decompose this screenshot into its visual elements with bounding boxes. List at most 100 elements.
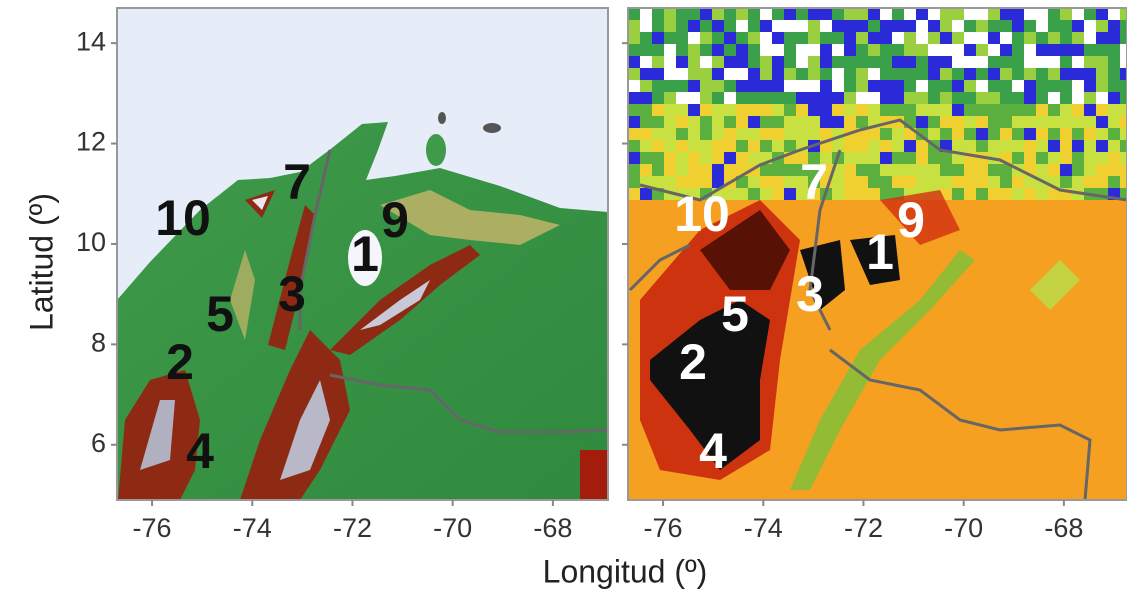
map-cell (988, 188, 1000, 200)
map-cell (916, 176, 928, 188)
map-cell (952, 20, 964, 32)
map-cell (856, 80, 868, 92)
map-cell (928, 116, 940, 128)
map-cell (796, 32, 808, 44)
map-cell (1108, 164, 1120, 176)
map-cell (1096, 32, 1108, 44)
map-cell (868, 20, 880, 32)
map-cell (1096, 152, 1108, 164)
map-cell (1024, 8, 1036, 20)
map-cell (652, 164, 664, 176)
map-cell (1072, 176, 1084, 188)
map-cell (1120, 128, 1127, 140)
map-cell (688, 164, 700, 176)
map-cell (736, 68, 748, 80)
map-cell (964, 80, 976, 92)
map-cell (1000, 116, 1012, 128)
map-cell (1108, 44, 1120, 56)
map-cell (1060, 80, 1072, 92)
map-cell (724, 32, 736, 44)
map-cell (1036, 68, 1048, 80)
map-cell (1000, 68, 1012, 80)
map-cell (676, 32, 688, 44)
map-cell (760, 8, 772, 20)
map-cell (1024, 104, 1036, 116)
map-cell (748, 188, 760, 200)
map-cell (988, 140, 1000, 152)
map-cell (928, 92, 940, 104)
x-tick-label: -70 (944, 513, 983, 543)
map-cell (916, 20, 928, 32)
map-cell (820, 32, 832, 44)
map-cell (628, 128, 640, 140)
map-cell (700, 116, 712, 128)
map-cell (712, 104, 724, 116)
map-cell (724, 44, 736, 56)
map-cell (748, 140, 760, 152)
map-cell (724, 92, 736, 104)
map-cell (940, 92, 952, 104)
map-cell (1024, 128, 1036, 140)
map-cell (724, 116, 736, 128)
map-cell (880, 80, 892, 92)
map-cell (772, 44, 784, 56)
map-cell (676, 116, 688, 128)
map-cell (664, 32, 676, 44)
map-cell (952, 44, 964, 56)
map-cell (796, 8, 808, 20)
map-cell (760, 20, 772, 32)
map-cell (928, 152, 940, 164)
region-label: 4 (699, 423, 727, 479)
map-cell (940, 68, 952, 80)
map-cell (772, 176, 784, 188)
map-cell (652, 128, 664, 140)
map-cell (892, 140, 904, 152)
map-cell (1096, 116, 1108, 128)
map-cell (1120, 116, 1127, 128)
map-cell (760, 80, 772, 92)
map-cell (976, 140, 988, 152)
map-cell (688, 68, 700, 80)
map-cell (1120, 176, 1127, 188)
map-cell (772, 56, 784, 68)
map-cell (712, 92, 724, 104)
map-cell (868, 164, 880, 176)
map-cell (784, 80, 796, 92)
map-cell (1000, 128, 1012, 140)
map-cell (988, 176, 1000, 188)
map-cell (964, 8, 976, 20)
map-cell (700, 44, 712, 56)
map-cell (1036, 164, 1048, 176)
map-cell (1036, 56, 1048, 68)
map-cell (988, 56, 1000, 68)
map-cell (964, 92, 976, 104)
map-cell (1120, 140, 1127, 152)
map-cell (1012, 20, 1024, 32)
map-cell (664, 152, 676, 164)
map-cell (904, 20, 916, 32)
map-cell (628, 152, 640, 164)
map-cell (952, 176, 964, 188)
map-cell (628, 92, 640, 104)
map-cell (820, 128, 832, 140)
map-cell (700, 80, 712, 92)
map-cell (1060, 32, 1072, 44)
map-cell (748, 56, 760, 68)
map-cell (1048, 104, 1060, 116)
region-label: 9 (897, 192, 925, 248)
map-cell (676, 44, 688, 56)
map-cell (928, 8, 940, 20)
map-cell (652, 152, 664, 164)
map-cell (676, 152, 688, 164)
map-cell (976, 32, 988, 44)
map-cell (1072, 56, 1084, 68)
map-cell (1000, 80, 1012, 92)
map-cell (868, 140, 880, 152)
map-cell (664, 44, 676, 56)
map-cell (892, 56, 904, 68)
map-cell (664, 128, 676, 140)
map-cell (772, 116, 784, 128)
map-cell (868, 8, 880, 20)
map-cell (856, 92, 868, 104)
map-cell (880, 164, 892, 176)
